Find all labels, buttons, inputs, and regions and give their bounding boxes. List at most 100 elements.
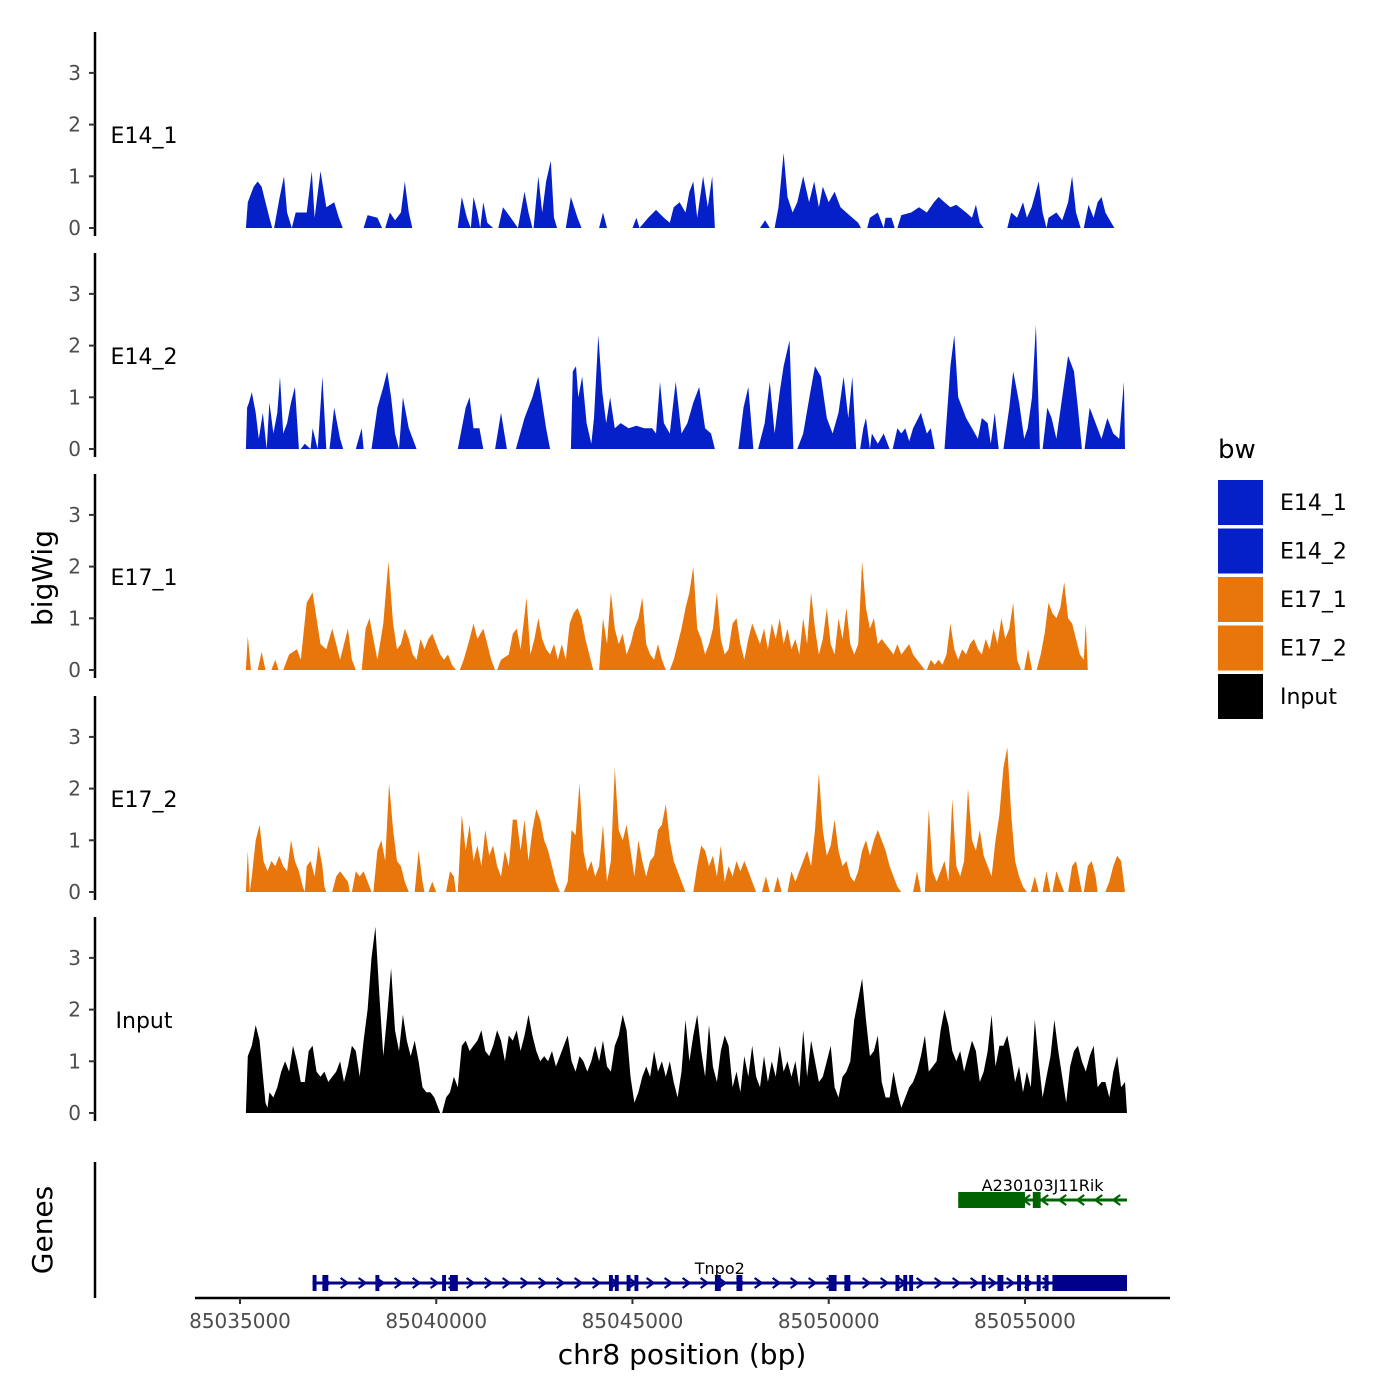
track-label: E14_2: [111, 345, 178, 370]
strand-arrow: [933, 1277, 944, 1289]
strand-arrow: [879, 1277, 890, 1289]
signal-area-E17_2: [762, 876, 770, 892]
strand-arrow: [1075, 1194, 1085, 1206]
strand-arrow: [951, 1277, 962, 1289]
strand-arrow: [861, 1277, 872, 1289]
y-tick-label: 3: [68, 282, 81, 306]
y-tick-label: 2: [68, 998, 81, 1022]
y-tick-label: 0: [68, 216, 81, 240]
signal-area-E14_2: [570, 335, 715, 449]
signal-area-E17_1: [926, 602, 1021, 670]
strand-arrow: [537, 1277, 548, 1289]
legend-entry-Input: Input: [1218, 674, 1337, 719]
y-tick-label: 0: [68, 1101, 81, 1125]
signal-area-E17_1: [669, 561, 925, 670]
signal-area-E17_2: [787, 773, 902, 892]
track-label: Input: [116, 1009, 173, 1034]
legend-label: E17_2: [1280, 637, 1347, 662]
y-tick-label: 0: [68, 437, 81, 461]
signal-area-E17_2: [1068, 861, 1082, 892]
gene-exon: [1052, 1275, 1127, 1291]
signal-area-E14_2: [355, 428, 364, 449]
signal-area-E14_1: [457, 197, 494, 228]
signal-area-E17_2: [245, 824, 327, 892]
signal-area-E14_2: [515, 376, 551, 449]
strand-arrow: [969, 1277, 980, 1289]
signal-tracks: 0 1 2 3 E14_1 0 1 2 3 E14_2 0 1 2 3 E17_1 0 1 2 3 E17_2 0 1 2 3…: [68, 32, 1127, 1125]
legend-swatch: [1218, 625, 1263, 671]
signal-area-E14_2: [944, 335, 999, 449]
gene-exon: [1036, 1275, 1041, 1291]
signal-area-E14_2: [495, 412, 507, 449]
signal-area-E14_1: [533, 160, 558, 228]
gene-exon: [903, 1275, 908, 1291]
gene-exon: [442, 1275, 447, 1291]
legend-swatch: [1218, 674, 1263, 719]
strand-arrow: [681, 1277, 692, 1289]
legend-label: E14_2: [1280, 540, 1347, 565]
gene-exon: [1024, 1275, 1029, 1291]
gene-exon: [626, 1275, 631, 1291]
x-tick-label: 85055000: [974, 1309, 1076, 1333]
signal-area-E17_1: [1024, 649, 1032, 670]
legend-label: E17_1: [1280, 588, 1347, 613]
strand-arrow: [699, 1277, 710, 1289]
gene-label: A230103J11Rik: [982, 1176, 1105, 1195]
signal-area-E14_2: [457, 397, 484, 449]
signal-area-E17_1: [245, 636, 251, 670]
legend-title: bw: [1218, 435, 1256, 465]
gene-exon: [1044, 1275, 1049, 1291]
signal-area-E14_1: [1007, 176, 1081, 228]
signal-area-E17_2: [351, 871, 372, 892]
y-tick-label: 0: [68, 658, 81, 682]
signal-area-E14_1: [599, 212, 607, 228]
gene-exon: [614, 1275, 619, 1291]
signal-area-E14_1: [897, 197, 988, 228]
signal-area-E17_1: [271, 659, 279, 670]
signal-area-Input: [245, 926, 1127, 1113]
gene-exon: [1017, 1275, 1022, 1291]
signal-area-E14_2: [371, 371, 417, 449]
strand-arrow: [771, 1277, 782, 1289]
signal-area-E14_2: [738, 387, 754, 449]
legend-entry-E14_2: E14_2: [1218, 528, 1347, 574]
gene-exon: [736, 1275, 743, 1291]
signal-area-E17_2: [414, 850, 425, 892]
strand-arrow: [393, 1277, 404, 1289]
strand-arrow: [1005, 1277, 1016, 1289]
y-tick-label: 3: [68, 725, 81, 749]
signal-area-E14_1: [274, 176, 292, 228]
track-label: E17_1: [111, 566, 178, 591]
legend-label: E14_1: [1280, 491, 1347, 516]
signal-area-E14_1: [867, 212, 895, 228]
strand-arrow: [357, 1277, 368, 1289]
gene-exon: [714, 1275, 721, 1291]
signal-area-E17_2: [373, 783, 409, 892]
signal-area-E17_1: [283, 592, 356, 670]
x-axis: 85035000 85040000 85045000 85050000 85055000: [189, 1296, 1170, 1333]
signal-area-E17_2: [924, 747, 1027, 892]
signal-area-E14_2: [1084, 381, 1125, 449]
signal-area-E14_1: [760, 220, 770, 228]
y-tick-label: 1: [68, 606, 81, 630]
gene-exon: [322, 1275, 329, 1291]
signal-area-E14_1: [1083, 197, 1115, 228]
gene-exon: [1032, 1192, 1041, 1208]
signal-area-E14_1: [385, 181, 413, 228]
gene-exon: [828, 1275, 837, 1291]
signal-area-E17_1: [257, 651, 266, 670]
signal-area-E17_2: [1042, 871, 1051, 892]
signal-area-E17_2: [457, 809, 560, 892]
legend-entry-E17_1: E17_1: [1218, 577, 1347, 622]
gene-label: Tnpo2: [694, 1259, 745, 1278]
y-tick-label: 2: [68, 777, 81, 801]
y-tick-label: 1: [68, 828, 81, 852]
track-label: E17_2: [111, 788, 178, 813]
strand-arrow: [429, 1277, 440, 1289]
track-E14_2: 0 1 2 3 E14_2: [68, 253, 1125, 461]
gene-exon: [449, 1275, 458, 1291]
track-E17_1: 0 1 2 3 E17_1: [68, 474, 1088, 682]
legend-swatch: [1218, 528, 1263, 574]
signal-area-E14_1: [363, 215, 383, 228]
track-E17_2: 0 1 2 3 E17_2: [68, 696, 1125, 904]
